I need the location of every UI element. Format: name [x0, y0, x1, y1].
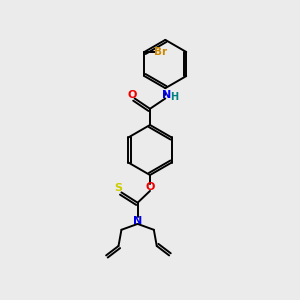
Text: O: O: [146, 182, 155, 192]
Text: Br: Br: [154, 47, 167, 57]
Text: O: O: [128, 90, 137, 100]
Text: N: N: [133, 216, 142, 226]
Text: S: S: [114, 183, 122, 193]
Text: N: N: [162, 90, 171, 100]
Text: H: H: [170, 92, 178, 102]
